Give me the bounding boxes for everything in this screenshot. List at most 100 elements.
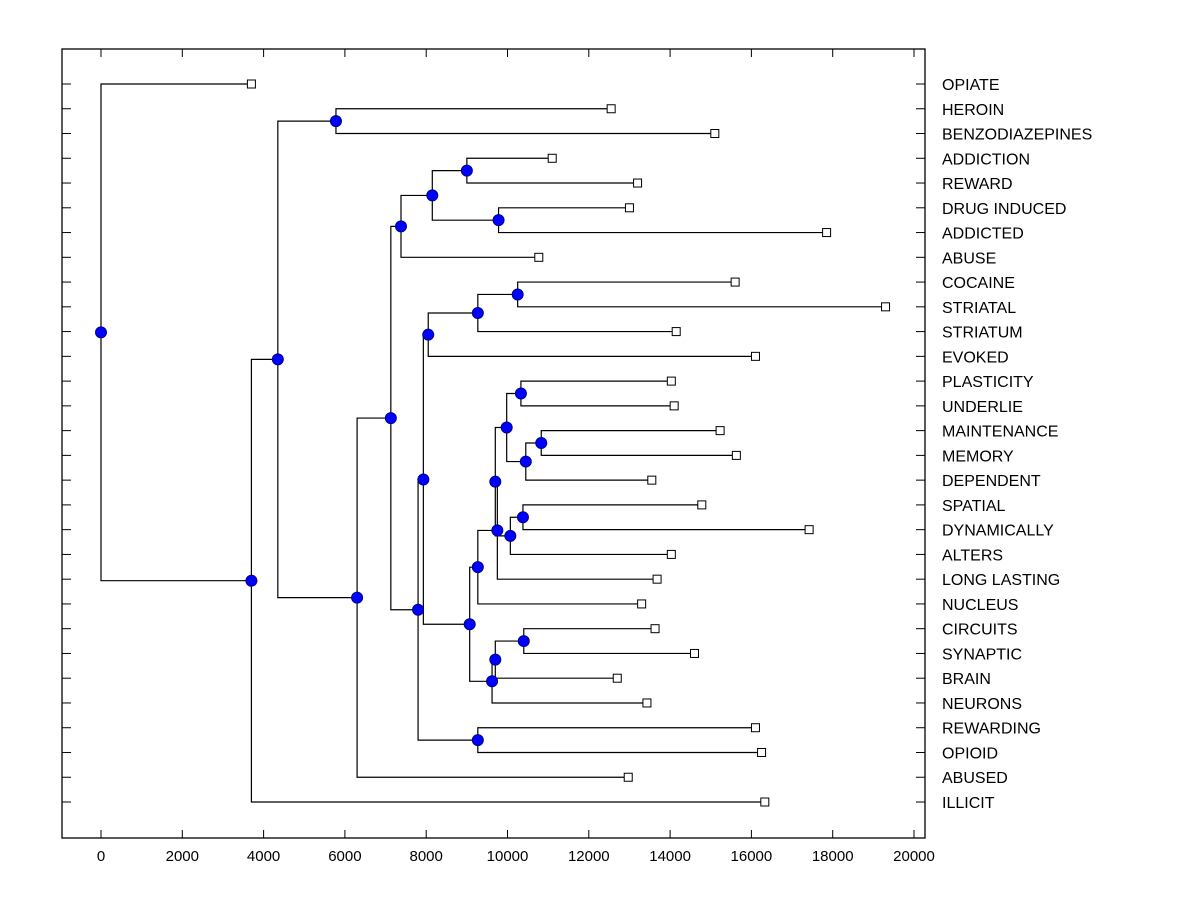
leaf-label-opiate: OPIATE xyxy=(942,77,1000,94)
leaf-label-illicit: ILLICIT xyxy=(942,795,995,812)
leaf-marker-long-lasting xyxy=(652,574,662,584)
merge-node xyxy=(489,475,502,488)
dendrogram-link xyxy=(540,430,721,443)
x-tick-label: 6000 xyxy=(328,848,361,865)
merge-node xyxy=(504,529,517,542)
dendrogram-link xyxy=(100,332,252,582)
dendrogram-link xyxy=(523,641,695,655)
dendrogram-link xyxy=(277,359,358,599)
dendrogram-link xyxy=(477,313,677,333)
leaf-label-rewarding: REWARDING xyxy=(942,721,1041,738)
leaf-marker-neurons xyxy=(642,698,652,708)
merge-node xyxy=(516,511,529,524)
leaf-label-spatial: SPATIAL xyxy=(942,498,1006,515)
leaf-label-abused: ABUSED xyxy=(942,770,1008,787)
dendrogram-link xyxy=(422,479,470,625)
leaf-label-abuse: ABUSE xyxy=(942,250,996,267)
merge-node xyxy=(471,561,484,574)
dendrogram-link xyxy=(335,121,715,135)
dendrogram-link xyxy=(522,517,810,531)
dendrogram-link xyxy=(517,281,736,295)
merge-node xyxy=(486,675,499,688)
x-tick-label: 8000 xyxy=(410,848,443,865)
x-tick-label: 0 xyxy=(97,848,105,865)
merge-node xyxy=(422,328,435,341)
dendrogram-link xyxy=(477,740,762,754)
merge-node xyxy=(271,353,284,366)
dendrogram-link xyxy=(356,417,391,598)
leaf-marker-striatal xyxy=(881,302,891,312)
merge-node xyxy=(471,307,484,320)
leaf-label-neurons: NEURONS xyxy=(942,696,1022,713)
leaf-marker-plasticity xyxy=(666,376,676,386)
x-tick-label: 12000 xyxy=(568,848,610,865)
leaf-label-maintenance: MAINTENANCE xyxy=(942,424,1058,441)
leaf-labels: OPIATE HEROIN BENZODIAZEPINES ADDICTION REWA… xyxy=(942,77,1092,812)
leaf-label-alters: ALTERS xyxy=(942,547,1003,564)
merge-node xyxy=(500,421,513,434)
leaf-label-cocaine: COCAINE xyxy=(942,275,1015,292)
leaf-label-evoked: EVOKED xyxy=(942,349,1009,366)
leaf-label-synaptic: SYNAPTIC xyxy=(942,646,1022,663)
merge-node xyxy=(489,653,502,666)
dendrogram-link xyxy=(427,334,756,357)
leaf-marker-striatum xyxy=(671,327,681,337)
x-tick-label: 14000 xyxy=(649,848,691,865)
leaf-label-addiction: ADDICTION xyxy=(942,151,1030,168)
dendrogram-link xyxy=(469,624,493,682)
dendrogram-link xyxy=(522,504,702,518)
x-tick-label: 4000 xyxy=(247,848,280,865)
merge-node xyxy=(519,455,532,468)
dendrogram-link xyxy=(506,427,526,463)
leaf-marker-evoked xyxy=(750,351,760,361)
leaf-label-striatal: STRIATAL xyxy=(942,300,1016,317)
dendrogram-link xyxy=(509,535,672,556)
x-tick-label: 10000 xyxy=(487,848,529,865)
leaf-marker-maintenance xyxy=(715,426,725,436)
dendrogram-link xyxy=(466,157,553,171)
leaf-marker-abused xyxy=(623,772,633,782)
merge-node xyxy=(384,412,397,425)
dendrogram-link xyxy=(477,567,642,605)
leaf-marker-illicit xyxy=(760,797,770,807)
merge-node xyxy=(351,591,364,604)
leaf-marker-addiction xyxy=(547,153,557,163)
leaf-marker-underlie xyxy=(669,401,679,411)
dendrogram-link xyxy=(417,478,424,610)
dendrogram-link xyxy=(477,727,756,741)
merge-node xyxy=(329,115,342,128)
dendrogram-link xyxy=(250,580,765,803)
y-axis-ticks xyxy=(62,83,925,803)
leaf-marker-benzodiazepines xyxy=(710,129,720,139)
leaf-marker-circuits xyxy=(650,624,660,634)
dendrogram-link xyxy=(477,529,498,568)
leaf-label-heroin: HEROIN xyxy=(942,102,1004,119)
merge-node xyxy=(460,164,473,177)
leaf-marker-memory xyxy=(731,450,741,460)
leaf-label-underlie: UNDERLIE xyxy=(942,399,1023,416)
leaf-marker-dynamically xyxy=(804,525,814,535)
leaf-marker-abuse xyxy=(534,252,544,262)
leaf-marker-addicted xyxy=(822,228,832,238)
leaf-label-brain: BRAIN xyxy=(942,671,991,688)
merge-node xyxy=(95,326,107,339)
leaf-marker-heroin xyxy=(606,104,616,114)
merge-node xyxy=(517,635,530,648)
merge-node xyxy=(471,734,484,747)
leaf-marker-brain xyxy=(612,673,622,683)
merge-node xyxy=(417,473,430,486)
leaf-label-reward: REWARD xyxy=(942,176,1013,193)
x-tick-label: 20000 xyxy=(893,848,935,865)
leaf-marker-reward xyxy=(633,178,643,188)
dendrogram-link xyxy=(250,358,278,581)
x-tick-label: 16000 xyxy=(731,848,773,865)
dendrogram-link xyxy=(100,83,252,333)
leaf-label-nucleus: NUCLEUS xyxy=(942,597,1018,614)
dendrogram-link xyxy=(497,220,827,234)
merge-node xyxy=(245,574,258,587)
leaf-marker-rewarding xyxy=(750,723,760,733)
dendrogram-link xyxy=(400,226,539,258)
dendrogram-link xyxy=(523,628,656,642)
dendrogram-link xyxy=(494,426,507,482)
dendrogram-link xyxy=(400,194,433,227)
